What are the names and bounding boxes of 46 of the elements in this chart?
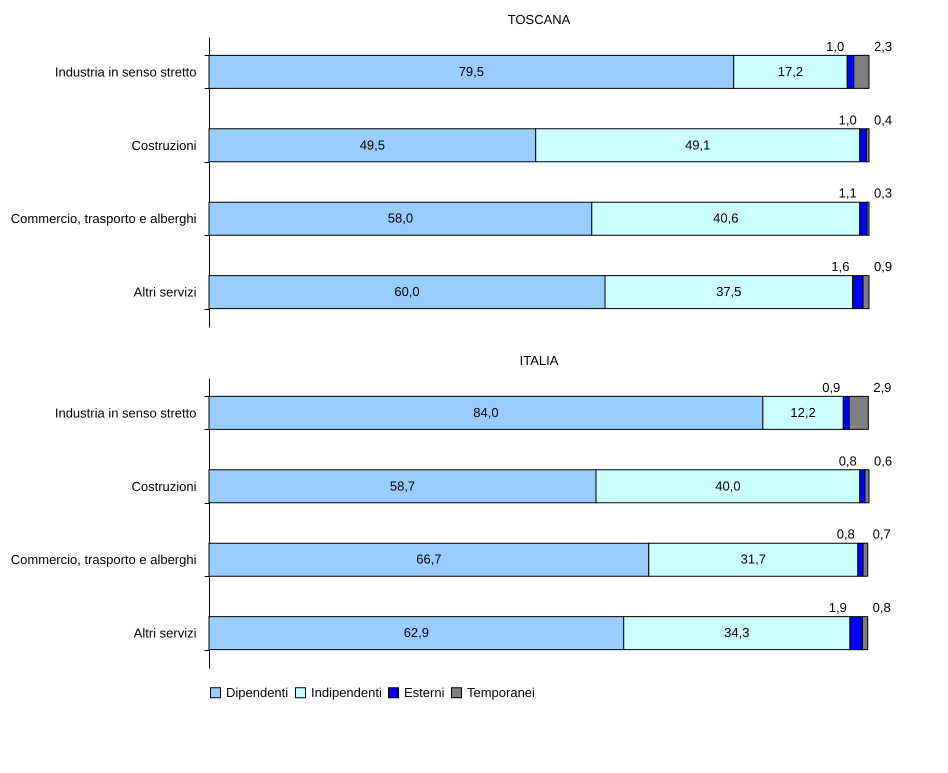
- data-label: 34,3: [724, 625, 750, 640]
- chart-title: ITALIA: [520, 353, 559, 368]
- legend-label: Dipendenti: [226, 684, 288, 700]
- data-label: 37,5: [716, 284, 742, 300]
- chart-title: TOSCANA: [508, 12, 571, 27]
- data-label: 1,0: [826, 38, 844, 54]
- y-tick-label: Commercio, trasporto e alberghi: [10, 552, 197, 568]
- data-label: 58,7: [390, 478, 416, 494]
- data-label: 0,4: [874, 112, 892, 128]
- y-tick-label: Industria in senso stretto: [54, 405, 196, 420]
- data-label: 2,9: [873, 380, 892, 395]
- data-label: 31,7: [740, 552, 766, 567]
- data-label: 1,6: [831, 259, 850, 274]
- data-label: 79,5: [458, 64, 484, 79]
- data-label: 0,9: [874, 259, 892, 274]
- data-label: 40,6: [713, 210, 738, 226]
- data-label: 58,0: [388, 210, 414, 226]
- data-label: 49,1: [685, 137, 710, 152]
- data-label: 0,7: [872, 526, 891, 542]
- data-label: 12,2: [790, 404, 816, 420]
- y-tick-label: Industria in senso stretto: [54, 64, 196, 80]
- legend-label: Indipendenti: [311, 684, 382, 700]
- data-label: 0,8: [838, 453, 857, 468]
- data-label: 66,7: [416, 552, 442, 567]
- data-label: 0,8: [836, 526, 855, 542]
- legend-label: Esterni: [404, 684, 445, 700]
- data-label: 17,2: [778, 64, 804, 79]
- data-label: 49,5: [360, 137, 386, 152]
- data-label: 1,0: [838, 112, 857, 128]
- y-tick-label: Altri servizi: [134, 284, 197, 300]
- data-label: 60,0: [394, 284, 420, 300]
- data-label: 2,3: [874, 38, 892, 54]
- y-tick-label: Commercio, trasporto e alberghi: [10, 211, 197, 226]
- y-tick-label: Costruzioni: [131, 138, 197, 153]
- data-label: 84,0: [473, 404, 499, 420]
- data-label: 62,9: [404, 625, 430, 640]
- y-tick-label: Costruzioni: [131, 478, 197, 494]
- data-label: 40,0: [715, 478, 741, 494]
- y-tick-label: Altri servizi: [134, 626, 197, 641]
- data-label: 0,3: [874, 186, 892, 201]
- data-label: 0,8: [872, 600, 891, 616]
- legend-label: Temporanei: [467, 684, 536, 700]
- data-label: 0,9: [822, 380, 840, 395]
- data-label: 0,6: [874, 453, 892, 468]
- data-label: 1,9: [828, 600, 847, 616]
- data-label: 1,1: [838, 186, 857, 201]
